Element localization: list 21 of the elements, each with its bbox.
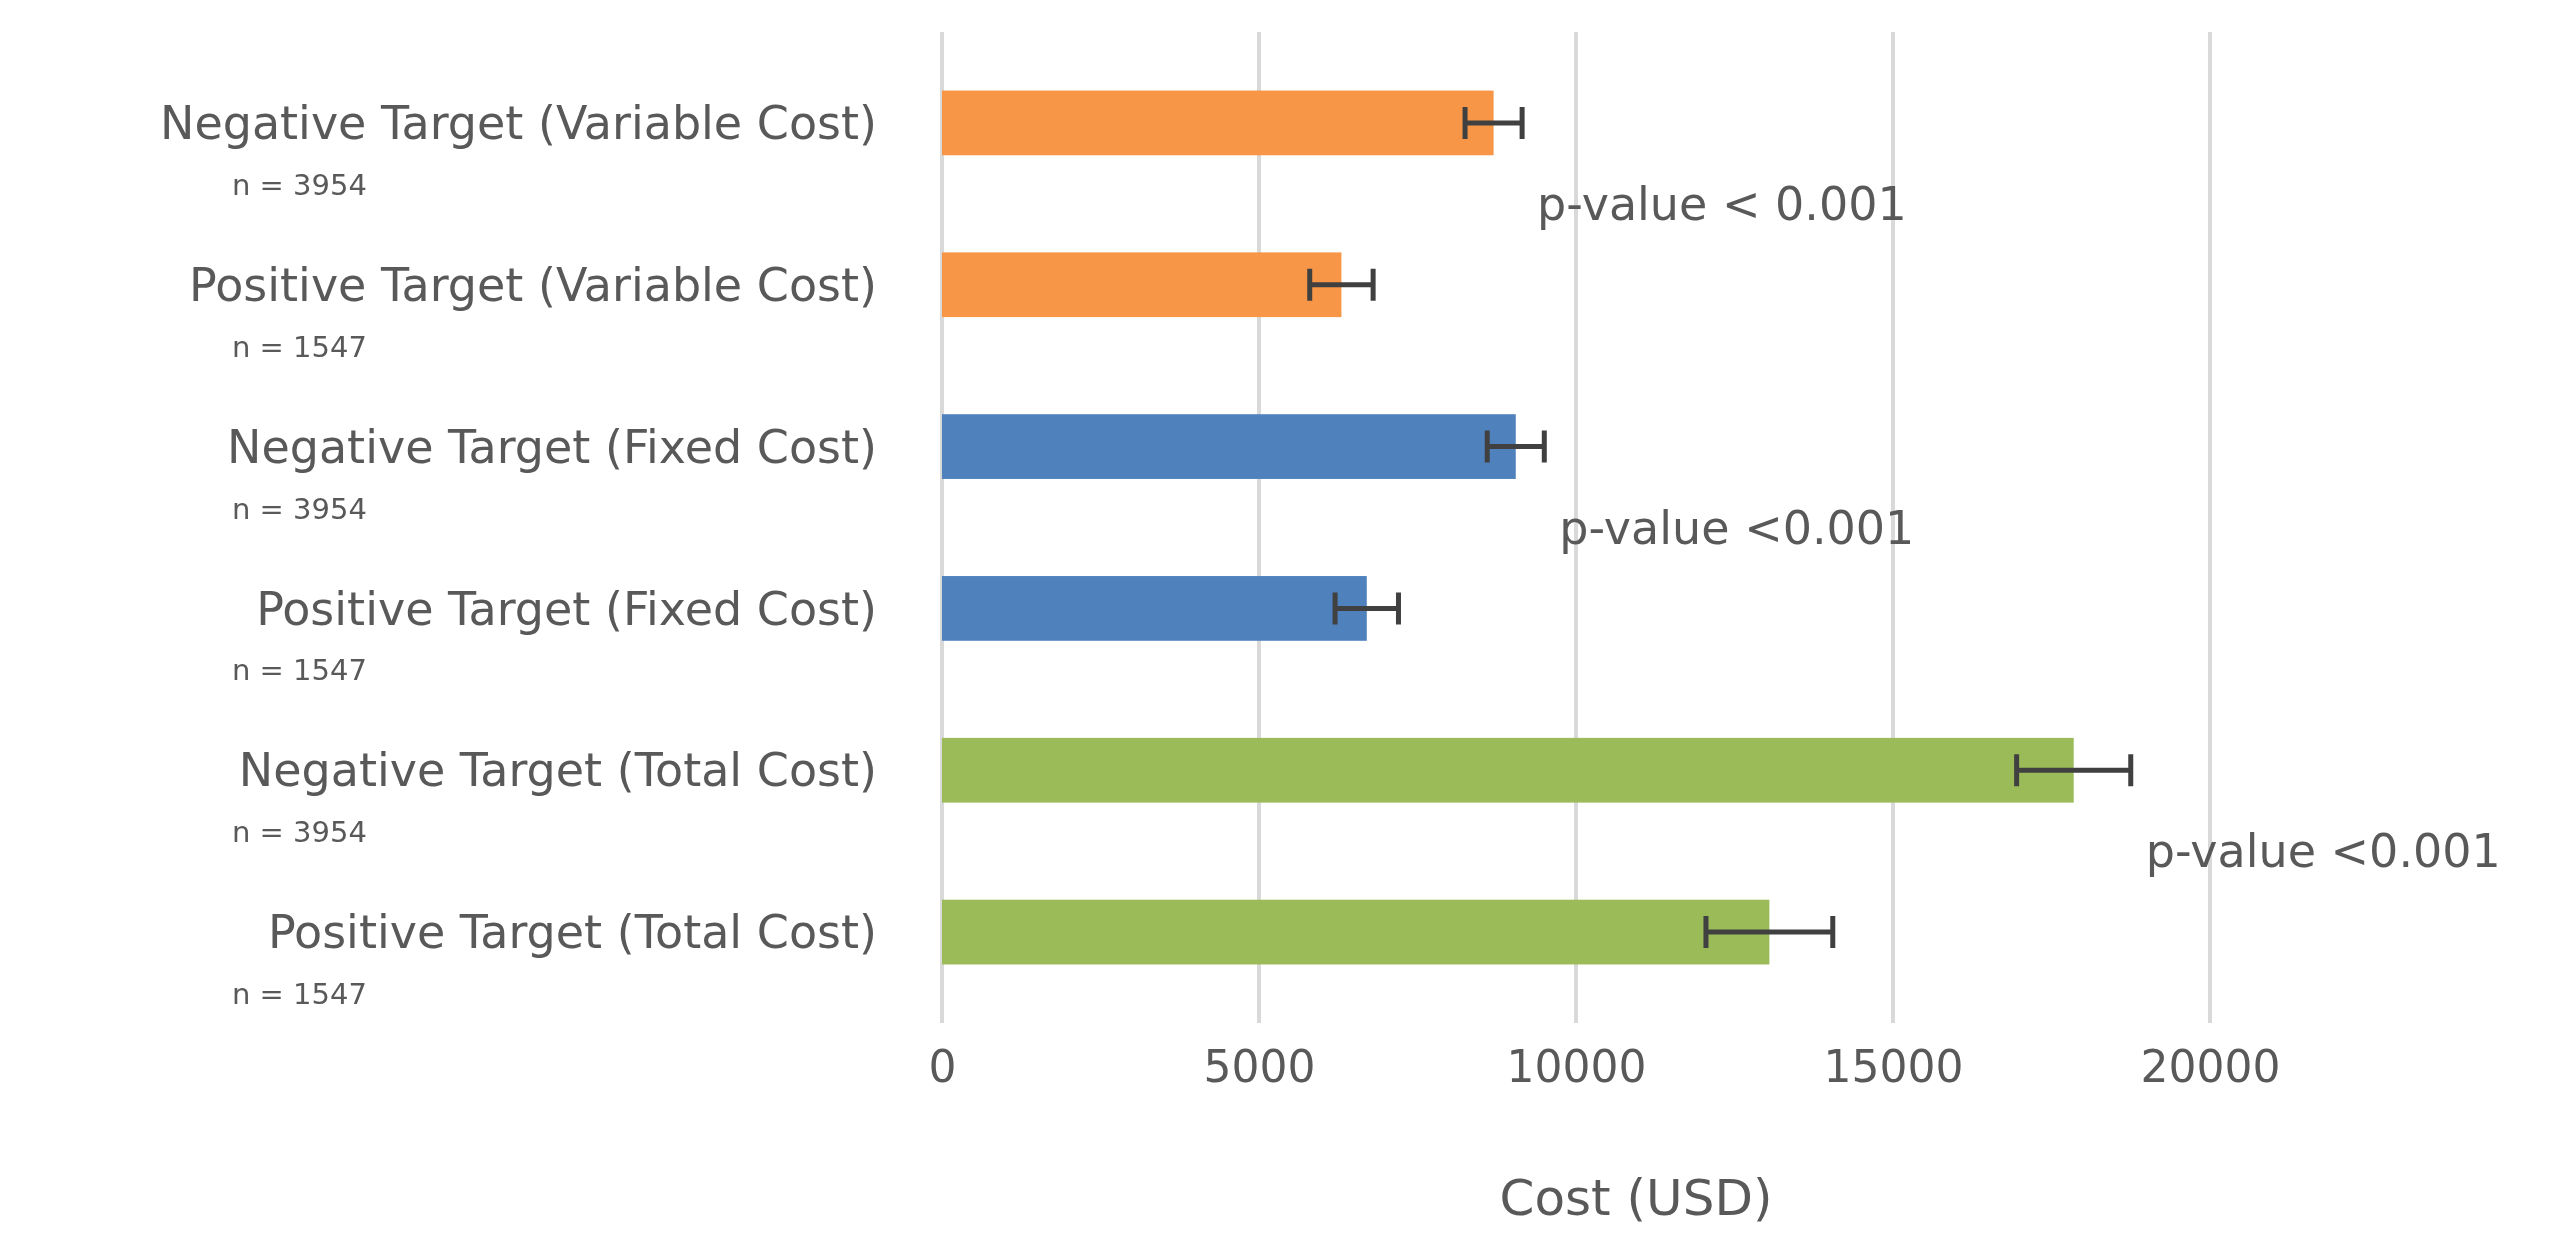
y-tick-label: Positive Target (Fixed Cost) n = 1547 bbox=[232, 581, 877, 688]
annotation: p-value <0.001 bbox=[1559, 500, 1915, 555]
bar bbox=[942, 899, 1770, 965]
y-tick-label: Positive Target (Variable Cost) n = 1547 bbox=[189, 257, 877, 364]
bar bbox=[942, 252, 1342, 318]
x-tick-label: 15000 bbox=[1823, 1041, 1964, 1093]
y-tick-label: Negative Target (Fixed Cost) n = 3954 bbox=[227, 419, 877, 526]
bar bbox=[942, 414, 1516, 479]
x-tick-label: 0 bbox=[928, 1041, 957, 1093]
bar bbox=[942, 576, 1367, 641]
x-tick-label: 5000 bbox=[1203, 1041, 1316, 1093]
y-tick-label: Negative Target (Variable Cost) n = 3954 bbox=[159, 96, 877, 202]
y-tick-label: Negative Target (Total Cost) n = 3954 bbox=[232, 743, 877, 850]
bar bbox=[942, 737, 2074, 803]
annotation: p-value < 0.001 bbox=[1537, 176, 1907, 231]
annotation: p-value <0.001 bbox=[2145, 824, 2501, 879]
x-tick-label: 20000 bbox=[2140, 1041, 2281, 1093]
x-tick-label: 10000 bbox=[1506, 1041, 1647, 1093]
bar bbox=[942, 90, 1494, 156]
y-tick-label: Positive Target (Total Cost) n = 1547 bbox=[232, 905, 877, 1012]
x-axis-title: Cost (USD) bbox=[1499, 1169, 1773, 1227]
